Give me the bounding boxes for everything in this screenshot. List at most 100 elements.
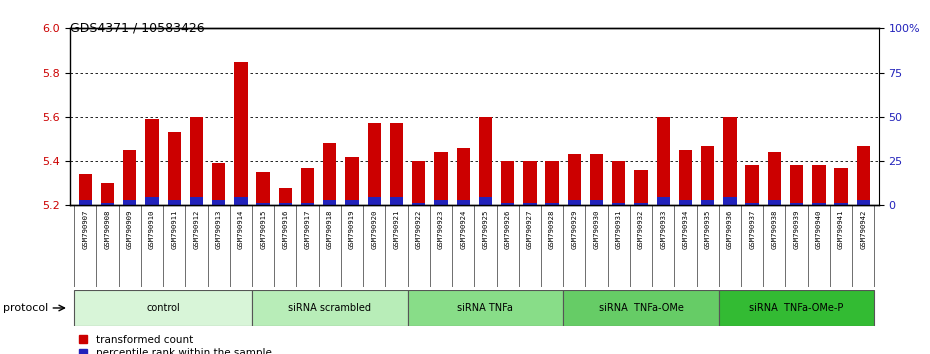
Bar xyxy=(567,200,581,205)
Text: GSM790921: GSM790921 xyxy=(393,209,400,249)
FancyBboxPatch shape xyxy=(252,290,407,326)
Bar xyxy=(857,200,870,205)
Bar xyxy=(457,148,470,205)
Bar xyxy=(345,200,359,205)
Text: GSM790915: GSM790915 xyxy=(260,209,266,249)
Bar xyxy=(390,124,404,205)
Bar xyxy=(367,198,381,205)
Text: GSM790924: GSM790924 xyxy=(460,209,466,249)
Text: GSM790941: GSM790941 xyxy=(838,209,844,249)
Bar xyxy=(234,62,247,205)
Bar xyxy=(590,154,604,205)
Text: GSM790927: GSM790927 xyxy=(527,209,533,249)
FancyBboxPatch shape xyxy=(74,290,252,326)
Bar xyxy=(367,124,381,205)
Bar xyxy=(724,117,737,205)
Text: GSM790910: GSM790910 xyxy=(149,209,155,249)
Text: GSM790916: GSM790916 xyxy=(283,209,288,249)
Bar xyxy=(612,202,626,205)
Bar xyxy=(301,168,314,205)
Bar xyxy=(790,166,804,205)
Text: GDS4371 / 10583426: GDS4371 / 10583426 xyxy=(70,21,205,34)
Bar xyxy=(790,202,804,205)
Text: GSM790907: GSM790907 xyxy=(83,209,88,249)
Bar xyxy=(457,200,470,205)
Text: GSM790918: GSM790918 xyxy=(326,209,333,249)
Text: GSM790917: GSM790917 xyxy=(305,209,311,249)
Text: GSM790926: GSM790926 xyxy=(505,209,511,249)
Bar xyxy=(657,198,670,205)
Text: GSM790930: GSM790930 xyxy=(593,209,600,249)
Bar xyxy=(79,200,92,205)
Bar xyxy=(434,152,447,205)
Bar xyxy=(479,117,492,205)
Bar xyxy=(746,166,759,205)
Bar xyxy=(545,161,559,205)
Bar xyxy=(167,132,181,205)
Bar xyxy=(612,161,626,205)
Text: GSM790940: GSM790940 xyxy=(816,209,822,249)
Bar xyxy=(301,202,314,205)
Bar xyxy=(190,198,203,205)
Bar xyxy=(145,119,159,205)
Bar xyxy=(501,202,514,205)
Text: GSM790932: GSM790932 xyxy=(638,209,644,249)
Bar xyxy=(524,202,537,205)
Bar xyxy=(812,202,826,205)
Bar xyxy=(746,202,759,205)
Text: GSM790919: GSM790919 xyxy=(349,209,355,249)
Bar xyxy=(701,200,714,205)
Bar xyxy=(123,200,137,205)
Text: siRNA  TNFa-OMe: siRNA TNFa-OMe xyxy=(599,303,684,313)
Bar xyxy=(212,163,225,205)
Bar xyxy=(545,202,559,205)
Bar xyxy=(679,200,692,205)
Text: GSM790913: GSM790913 xyxy=(216,209,221,249)
Bar xyxy=(167,200,181,205)
Text: GSM790937: GSM790937 xyxy=(750,209,755,249)
Bar xyxy=(501,161,514,205)
FancyBboxPatch shape xyxy=(719,290,874,326)
Bar xyxy=(100,202,114,205)
Bar xyxy=(434,200,447,205)
Bar xyxy=(323,200,337,205)
Bar xyxy=(279,202,292,205)
Bar xyxy=(567,154,581,205)
Bar xyxy=(412,161,425,205)
Bar xyxy=(234,198,247,205)
Bar xyxy=(634,170,647,205)
Bar xyxy=(834,168,848,205)
Legend: transformed count, percentile rank within the sample: transformed count, percentile rank withi… xyxy=(75,331,276,354)
Bar xyxy=(390,198,404,205)
FancyBboxPatch shape xyxy=(407,290,564,326)
Text: GSM790934: GSM790934 xyxy=(683,209,688,249)
Text: protocol: protocol xyxy=(3,303,48,313)
FancyBboxPatch shape xyxy=(564,290,719,326)
Text: GSM790922: GSM790922 xyxy=(416,209,421,249)
Text: GSM790925: GSM790925 xyxy=(483,209,488,249)
Bar xyxy=(701,145,714,205)
Text: GSM790929: GSM790929 xyxy=(571,209,578,249)
Text: GSM790911: GSM790911 xyxy=(171,209,178,249)
Bar xyxy=(100,183,114,205)
Text: GSM790933: GSM790933 xyxy=(660,209,666,249)
Text: siRNA  TNFa-OMe-P: siRNA TNFa-OMe-P xyxy=(750,303,844,313)
Bar xyxy=(145,198,159,205)
Text: GSM790931: GSM790931 xyxy=(616,209,622,249)
Text: GSM790908: GSM790908 xyxy=(104,209,111,249)
Text: GSM790928: GSM790928 xyxy=(549,209,555,249)
Bar xyxy=(257,172,270,205)
Text: GSM790942: GSM790942 xyxy=(860,209,866,249)
Bar xyxy=(767,152,781,205)
Bar xyxy=(79,175,92,205)
Text: siRNA TNFa: siRNA TNFa xyxy=(458,303,513,313)
Bar xyxy=(634,202,647,205)
Text: GSM790920: GSM790920 xyxy=(371,209,378,249)
Bar xyxy=(479,198,492,205)
Bar xyxy=(412,202,425,205)
Bar xyxy=(812,166,826,205)
Bar xyxy=(257,202,270,205)
Bar xyxy=(590,200,604,205)
Text: GSM790914: GSM790914 xyxy=(238,209,244,249)
Bar xyxy=(679,150,692,205)
